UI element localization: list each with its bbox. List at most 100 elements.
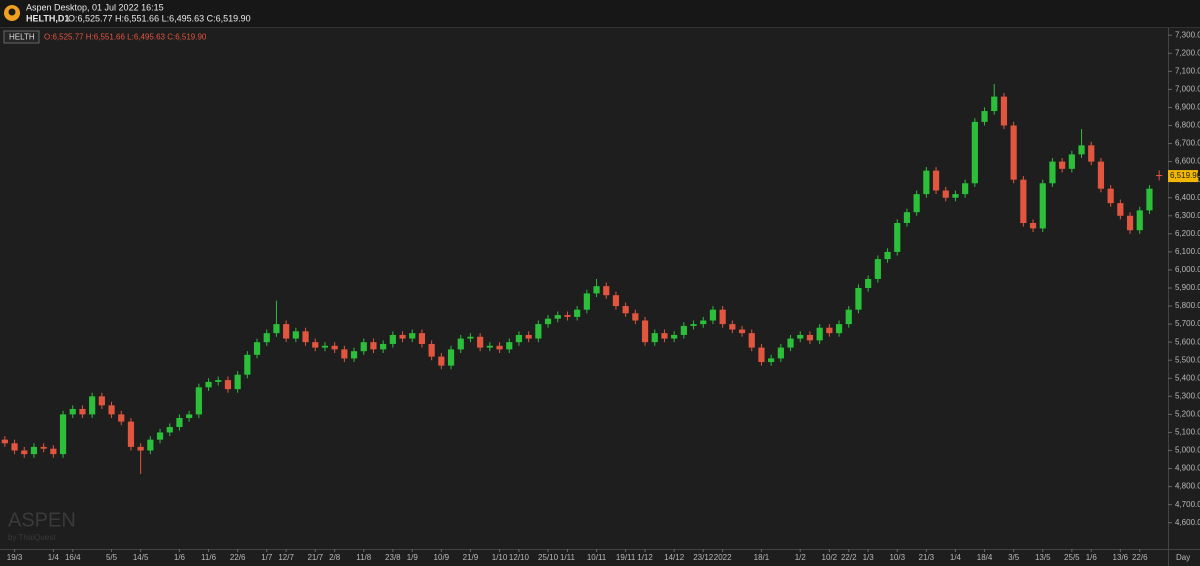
candle-body xyxy=(845,309,852,325)
candle-body xyxy=(816,327,823,341)
x-tick-label: 10/11 xyxy=(587,553,607,562)
candle-body xyxy=(622,306,629,314)
candle-body xyxy=(331,345,338,350)
candle-body xyxy=(21,450,28,455)
candle-body xyxy=(399,334,406,339)
x-tick-label: 1/2 xyxy=(795,553,807,562)
candle-body xyxy=(457,338,464,350)
x-tick-label: 10/9 xyxy=(434,553,450,562)
y-tick-label: 5,700.00 xyxy=(1175,319,1200,328)
candle-body xyxy=(98,396,105,406)
candle-body xyxy=(661,333,668,339)
candle-body xyxy=(535,324,542,339)
x-tick-label: 1/9 xyxy=(407,553,419,562)
candle-body xyxy=(777,347,784,359)
candle-body xyxy=(748,333,755,348)
candle-body xyxy=(932,170,940,191)
x-tick-label: 10/2 xyxy=(822,553,838,562)
candle-body xyxy=(234,374,241,390)
candle-body xyxy=(137,446,144,451)
candle-body xyxy=(467,336,474,339)
app-icon-eye xyxy=(8,8,16,16)
x-tick-label: 1/4 xyxy=(950,553,962,562)
last-price-tag xyxy=(1168,170,1198,183)
candle-body xyxy=(981,111,988,122)
y-tick-label: 5,500.00 xyxy=(1175,355,1200,364)
last-price-label: 6,519.90 xyxy=(1170,171,1200,180)
x-tick-label: 18/4 xyxy=(977,553,993,562)
legend-symbol: HELTH xyxy=(9,33,35,42)
candle-body xyxy=(205,381,212,388)
candle-body xyxy=(1117,203,1124,216)
candle-body xyxy=(50,448,57,455)
candle-body xyxy=(651,333,658,343)
candle-body xyxy=(544,318,552,325)
candle-body xyxy=(79,408,86,415)
y-tick-label: 6,400.00 xyxy=(1175,193,1200,202)
candle-body xyxy=(127,421,135,447)
x-tick-label: 1/11 xyxy=(560,553,576,562)
y-tick-label: 4,600.00 xyxy=(1175,518,1200,527)
candle-body xyxy=(738,329,746,334)
candle-body xyxy=(1010,125,1017,180)
candle-body xyxy=(583,293,590,310)
candle-body xyxy=(59,414,67,455)
candle-body xyxy=(447,349,455,366)
candle-body xyxy=(118,414,125,422)
candle-body xyxy=(40,446,47,449)
ohlc: O:6,525.77 H:6,551.66 L:6,495.63 C:6,519… xyxy=(68,13,251,23)
candle-body xyxy=(108,405,115,415)
candle-body xyxy=(253,342,261,355)
candle-body xyxy=(962,183,969,195)
candle-body xyxy=(409,333,416,339)
candle-body xyxy=(1107,188,1114,204)
candle-body xyxy=(874,259,881,279)
candle-body xyxy=(292,331,299,339)
candle-body xyxy=(729,324,736,330)
candle-body xyxy=(1146,188,1153,211)
candle-body xyxy=(224,380,232,390)
x-tick-label: 22/2 xyxy=(841,553,857,562)
candle-body xyxy=(554,315,561,319)
candle-body xyxy=(894,223,901,252)
x-tick-label: 1/6 xyxy=(174,553,186,562)
candle-body xyxy=(835,324,843,334)
candle-body xyxy=(1059,161,1066,169)
y-tick-label: 5,100.00 xyxy=(1175,428,1200,437)
y-tick-label: 6,100.00 xyxy=(1175,247,1200,256)
candle-body xyxy=(321,345,329,348)
candle-body xyxy=(418,333,426,344)
x-tick-label: 1/10 xyxy=(492,553,508,562)
candle-body xyxy=(263,333,270,343)
x-tick-label: 13/6 xyxy=(1113,553,1129,562)
candle-body xyxy=(156,432,164,440)
watermark: ASPEN xyxy=(8,509,76,531)
candle-body xyxy=(341,349,348,359)
candle-body xyxy=(360,342,367,352)
candle-body xyxy=(564,315,571,317)
candle-body xyxy=(1068,154,1075,169)
candle-body xyxy=(312,342,319,348)
app-title: Aspen Desktop, 01 Jul 2022 16:15 xyxy=(26,2,164,12)
candle-body xyxy=(855,288,862,310)
candle-body xyxy=(806,334,814,341)
legend-ohlc: O:6,525.77 H:6,551.66 L:6,495.63 C:6,519… xyxy=(44,33,207,42)
x-tick-label: 13/5 xyxy=(1035,553,1051,562)
x-tick-label: 1/4 xyxy=(48,553,60,562)
y-tick-label: 5,200.00 xyxy=(1175,409,1200,418)
candle-body xyxy=(632,313,639,321)
candle-body xyxy=(186,414,193,418)
y-tick-label: 7,200.00 xyxy=(1175,48,1200,57)
y-tick-label: 6,700.00 xyxy=(1175,139,1200,148)
candle-body xyxy=(89,396,96,415)
symbol: HELTH,D1 xyxy=(26,13,69,23)
candle-body xyxy=(787,338,794,348)
candle-body xyxy=(350,351,358,359)
candle-body xyxy=(1136,210,1143,231)
candle-body xyxy=(971,121,978,184)
y-tick-label: 5,400.00 xyxy=(1175,373,1200,382)
x-tick-label: 23/12 xyxy=(693,553,714,562)
candle-body xyxy=(428,343,435,357)
x-tick-label: 1/3 xyxy=(863,553,875,562)
